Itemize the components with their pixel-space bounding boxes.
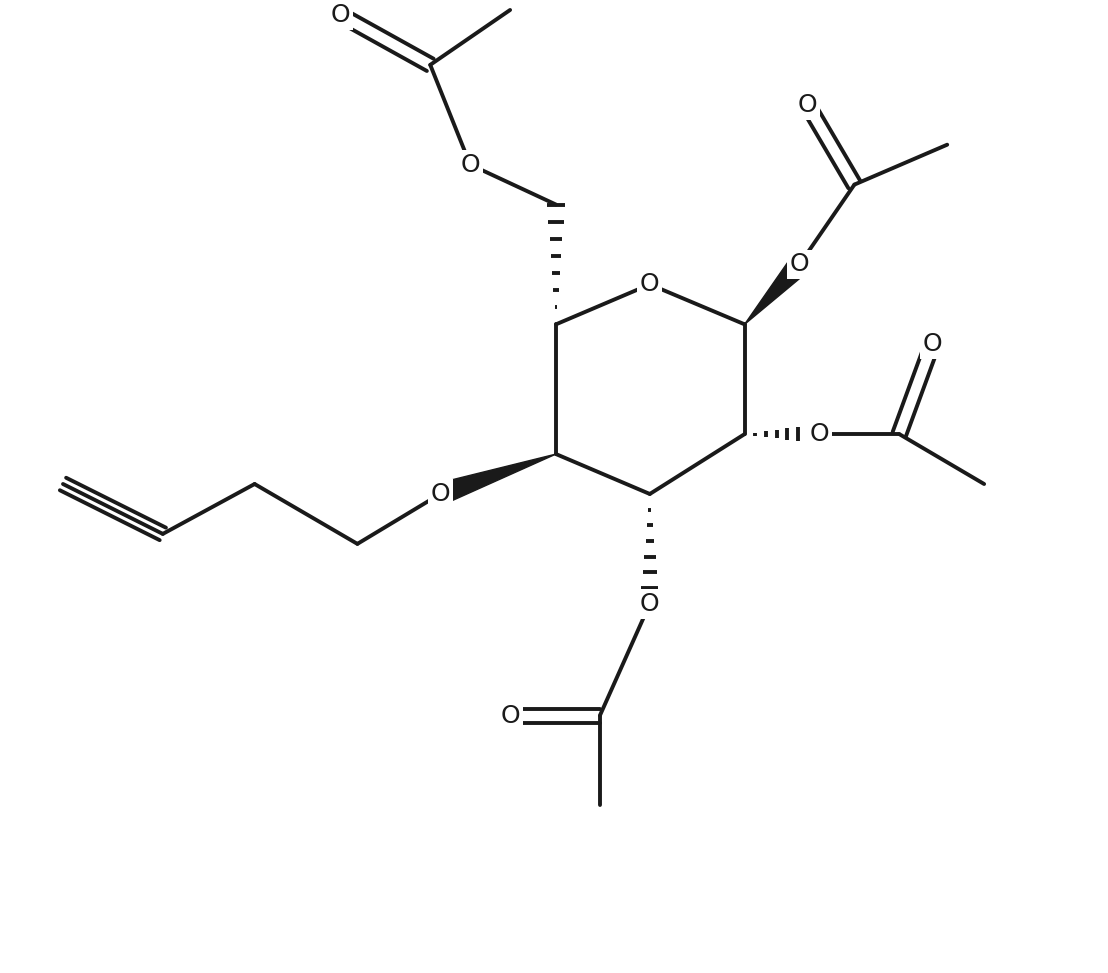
Text: O: O <box>810 422 829 446</box>
Text: O: O <box>460 153 480 177</box>
Text: O: O <box>798 92 818 117</box>
Text: O: O <box>923 333 942 356</box>
Text: O: O <box>501 703 520 728</box>
Text: O: O <box>330 3 350 27</box>
Text: O: O <box>430 482 450 506</box>
Text: O: O <box>640 592 659 616</box>
Text: O: O <box>790 252 809 276</box>
Text: O: O <box>640 272 659 297</box>
Polygon shape <box>745 257 808 324</box>
Polygon shape <box>437 454 556 504</box>
